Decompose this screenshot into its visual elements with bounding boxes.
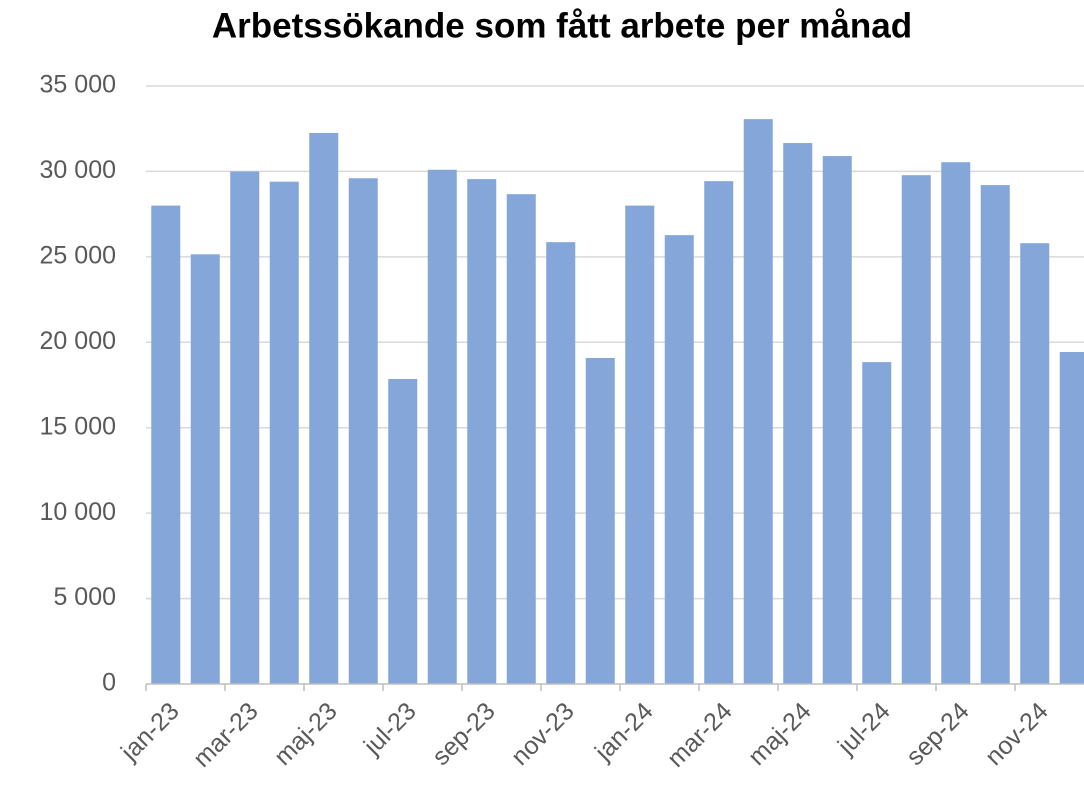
x-tick-label: jul-23 (358, 697, 422, 761)
x-tick-label: maj-23 (269, 697, 343, 771)
bar (980, 185, 1010, 684)
y-tick-label: 0 (102, 669, 116, 697)
bar (585, 358, 615, 684)
bar (151, 205, 181, 684)
x-tick-label: jan-23 (115, 697, 185, 767)
bar (190, 254, 220, 684)
x-tick-label: nov-24 (980, 697, 1054, 771)
bar (783, 143, 813, 684)
y-tick-label: 20 000 (40, 327, 116, 355)
bar (309, 132, 339, 684)
bar (901, 175, 931, 684)
bar (1059, 352, 1084, 684)
bar (664, 235, 694, 685)
x-tick-label: jul-24 (832, 697, 896, 761)
bar (862, 362, 892, 684)
y-tick-label: 15 000 (40, 412, 116, 440)
y-tick-label: 10 000 (40, 498, 116, 526)
x-tick-label: jan-24 (589, 697, 659, 767)
bar (941, 162, 971, 685)
bar (348, 178, 378, 684)
x-tick-label: nov-23 (506, 697, 580, 771)
chart-title: Arbetssökande som fått arbete per månad (212, 6, 912, 45)
y-tick-label: 5 000 (53, 583, 116, 611)
x-tick-label: mar-24 (662, 697, 738, 773)
bar (546, 242, 576, 684)
bar (230, 171, 260, 684)
x-tick-label: sep-24 (901, 697, 975, 771)
x-tick-label: mar-23 (188, 697, 264, 773)
bar (427, 169, 457, 685)
y-tick-label: 35 000 (40, 71, 116, 99)
x-tick-label: maj-24 (743, 697, 817, 771)
bar (704, 181, 734, 685)
y-tick-label: 25 000 (40, 241, 116, 269)
bar (1020, 243, 1050, 684)
bar (506, 194, 536, 684)
bar (743, 119, 773, 684)
bar (269, 181, 299, 684)
bar (467, 179, 497, 685)
y-tick-label: 30 000 (40, 156, 116, 184)
bar (625, 205, 655, 684)
bar (822, 156, 852, 685)
bar (388, 379, 418, 684)
x-tick-label: sep-23 (427, 697, 501, 771)
